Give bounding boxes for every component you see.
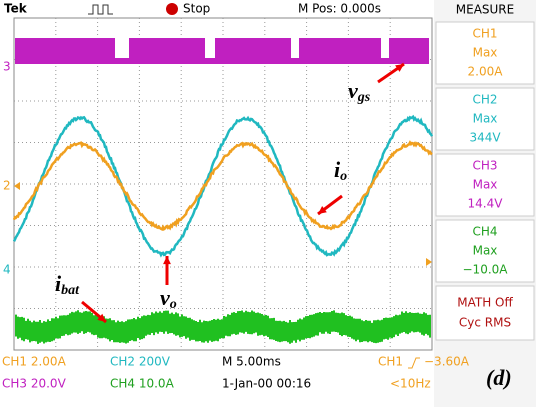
footer-ch3: CH3 20.0V (2, 377, 67, 391)
measure-channel: CH2 (472, 93, 497, 107)
footer-ch1: CH1 2.00A (2, 355, 67, 369)
footer-trigger_source: CH1 (378, 355, 403, 369)
measure-value: 14.4V (468, 197, 504, 211)
annotation-subscript: o (170, 297, 177, 312)
channel-marker: 4 (3, 263, 11, 277)
measure-label: Max (473, 46, 498, 60)
math-status: MATH Off (457, 296, 513, 310)
footer-trigger_level: −3.60A (424, 355, 470, 369)
channel-marker: 3 (3, 60, 11, 74)
annotation-subscript: bat (61, 283, 80, 298)
brand: Tek (4, 2, 28, 16)
plot-area (14, 18, 432, 350)
measure-channel: CH3 (472, 159, 497, 173)
channel-marker: 2 (3, 179, 11, 193)
footer-ch2: CH2 200V (110, 355, 171, 369)
annotation-symbol: v (160, 285, 170, 310)
footer-ch4: CH4 10.0A (110, 377, 175, 391)
stop-icon (166, 3, 178, 15)
measure-value: −10.0A (463, 263, 509, 277)
status: Stop (183, 2, 210, 16)
footer-panel: (d) (486, 365, 512, 390)
footer-date: 1-Jan-00 00:16 (222, 377, 311, 391)
position: M Pos: 0.000s (298, 2, 381, 16)
measure-label: Max (473, 112, 498, 126)
footer-time: M 5.00ms (222, 355, 281, 369)
annotation-subscript: o (340, 169, 347, 184)
measure-value: 2.00A (468, 65, 504, 79)
measure-box (436, 286, 534, 340)
vgs-trace (16, 38, 428, 64)
measure-label: Max (473, 244, 498, 258)
math-mode: Cyc RMS (459, 316, 511, 330)
annotation-symbol: v (348, 78, 358, 103)
measure-title: MEASURE (456, 3, 514, 17)
footer-freq: <10Hz (390, 377, 431, 391)
measure-label: Max (473, 178, 498, 192)
measure-channel: CH1 (472, 27, 497, 41)
annotation-subscript: gs (357, 90, 371, 105)
measure-value: 344V (469, 131, 501, 145)
measure-channel: CH4 (472, 225, 497, 239)
